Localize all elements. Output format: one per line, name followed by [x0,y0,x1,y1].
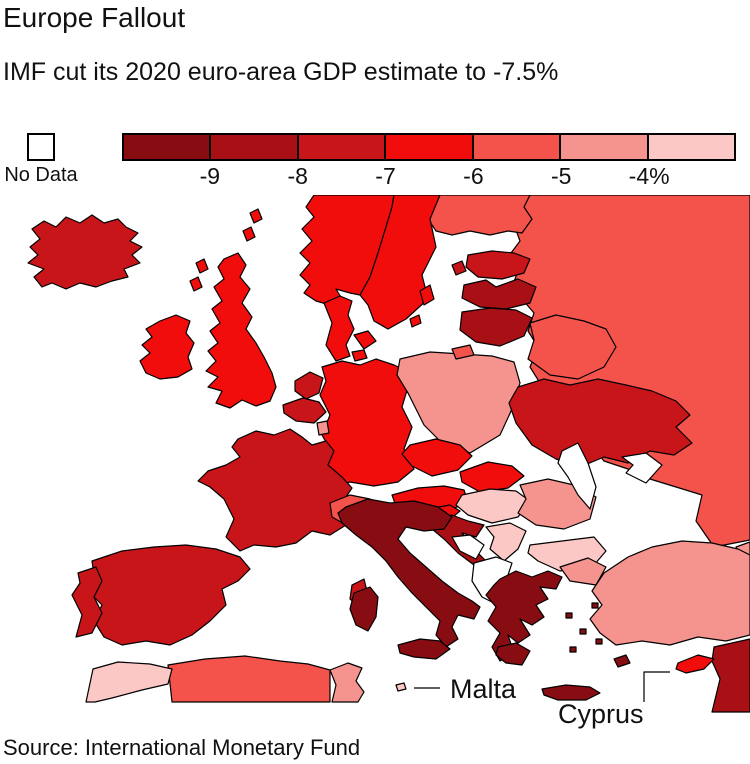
country-latvia [461,278,537,310]
country-algeria [167,655,331,703]
country-czechia [401,438,473,477]
country-belgium [282,397,327,424]
country-lithuania [459,307,533,347]
legend-swatch-5 [471,135,560,159]
malta-label: Malta [450,674,517,704]
country-sweden [359,195,441,330]
country-belarus [527,314,617,380]
cyprus-callout-bracket [643,671,670,702]
region-peloponnese [495,642,531,666]
region-thrace [559,557,607,586]
country-malta [395,682,407,692]
country-hungary [455,488,531,524]
island-hebrides-north [195,258,209,274]
legend-no-data-label: No Data [4,164,78,186]
country-serbia [485,522,527,562]
country-portugal [71,566,103,638]
legend-tick--7: -7 [375,163,396,189]
island-saaremaa [451,260,467,276]
country-cyprus [675,654,715,674]
legend-tick--8: -8 [287,163,308,189]
island-aegean-4 [595,638,603,645]
country-bosnia [451,534,485,560]
legend-no-data-swatch [27,133,55,161]
island-crete [541,684,601,701]
country-moldova [557,442,597,510]
island-sardinia [349,586,379,632]
island-rhodes [613,654,631,668]
island-sicily [397,638,451,660]
region-syria-lebanon [711,638,750,713]
country-greece [485,570,563,662]
island-hebrides-south [189,276,203,292]
region-kaliningrad [451,344,475,360]
country-denmark [323,295,355,362]
legend-tick--9: -9 [199,163,221,189]
island-aegean-2 [579,628,587,635]
island-aegean-5 [569,646,577,653]
country-italy [337,498,481,648]
legend-swatch-1 [124,135,210,159]
island-zealand [353,330,377,350]
legend-swatch-6 [559,135,647,159]
country-france [197,428,353,552]
chart-title: Europe Fallout [3,2,186,33]
country-poland [396,351,521,454]
legend-tick--4: -4% [628,163,670,189]
country-ukraine [508,378,693,468]
source-line: Source: International Monetary Fund [3,735,361,760]
island-shetland [249,208,263,224]
chart-subtitle: IMF cut its 2020 euro-area GDP estimate … [3,58,559,86]
country-ireland [139,314,195,380]
country-tunisia [329,662,365,703]
country-uk [205,252,277,409]
legend-tick--5: -5 [550,163,572,189]
country-luxembourg [316,420,330,436]
island-bornholm [409,314,422,328]
country-iceland [27,214,143,290]
island-orkney [242,226,256,242]
country-netherlands [294,371,324,400]
region-crimea [621,452,663,484]
legend-ticks: -9 -8 -7 -6 -5 -4% [122,163,737,189]
country-estonia [465,250,531,280]
legend-swatch-7 [646,135,734,159]
island-gotland [419,284,435,306]
legend-color-scale [122,133,736,161]
island-funen [351,349,368,362]
country-turkey [589,540,750,646]
legend-swatch-4 [384,135,472,159]
legend-swatch-3 [296,135,385,159]
legend-swatch-2 [209,135,297,159]
country-slovakia [459,461,525,493]
island-aegean-3 [591,602,599,609]
cyprus-label: Cyprus [558,699,644,729]
island-aegean-1 [565,612,573,619]
legend-tick--6: -6 [463,163,484,189]
europe-map: Malta Cyprus [27,195,750,729]
country-morocco [85,661,173,703]
country-spain [87,544,251,646]
legend: No Data -9 -8 -7 -6 -5 -4% [0,131,750,191]
